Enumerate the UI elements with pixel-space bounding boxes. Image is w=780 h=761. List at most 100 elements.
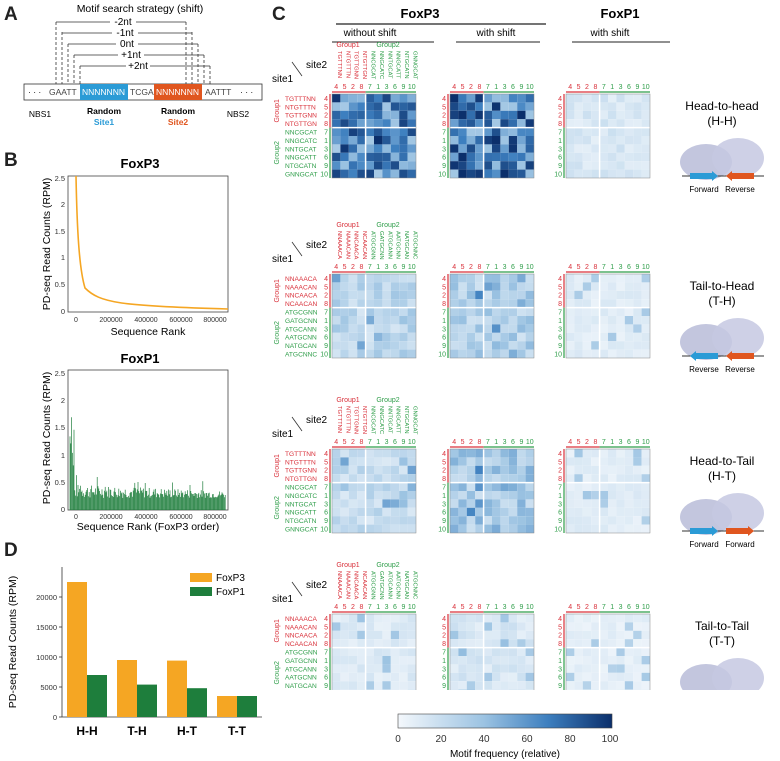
col-number: 1: [494, 439, 498, 446]
heatmap-cell: [407, 290, 416, 300]
heatmap-cell: [390, 465, 400, 475]
heatmap-frame: [449, 273, 535, 359]
col-seq-label: NAAACAN: [344, 231, 350, 259]
row-number: 3: [324, 666, 328, 673]
heatmap-cell: [357, 324, 366, 333]
heatmap-cell: [365, 491, 374, 500]
heatmap-cell: [365, 341, 374, 350]
heatmap-cell: [365, 516, 374, 525]
cb-tick-100: 100: [602, 734, 619, 745]
heatmap-cell: [574, 349, 583, 358]
heatmap-cell: [407, 656, 416, 665]
heatmap-cell: [566, 127, 575, 136]
col-number: 7: [602, 84, 606, 91]
col-seq-label: GNNGCAT: [411, 406, 417, 435]
foxp1-plot-area: [67, 369, 229, 511]
heatmap-frame: [331, 273, 417, 359]
heatmap-cell: [517, 449, 526, 458]
heatmap-cell: [582, 622, 592, 631]
heatmap-cell: [332, 290, 341, 300]
heatmap-cell: [483, 516, 492, 525]
shift-label-minus2: -2nt: [114, 17, 131, 28]
row-seq-label: NNGCATT: [285, 155, 316, 162]
row-seq-label: NAAACAN: [285, 284, 317, 291]
heatmap-cell: [500, 499, 509, 508]
heatmap-cell: [458, 507, 467, 517]
heatmap-cell: [332, 274, 341, 283]
heatmap-cell: [525, 630, 534, 640]
heatmap-cell: [348, 664, 358, 673]
heatmap-cell: [450, 341, 459, 350]
heatmap-cell: [450, 299, 459, 308]
heatmap-cell: [599, 324, 608, 333]
heatmap-cell: [357, 282, 366, 291]
heatmap-cell: [517, 127, 526, 136]
heatmap-cell: [633, 102, 642, 111]
heatmap-cell: [608, 341, 617, 350]
heatmap-cell: [407, 622, 416, 631]
heatmap-cell: [399, 299, 408, 308]
heatmap-cell: [500, 332, 509, 342]
heatmap-cell: [500, 282, 509, 291]
col-number: 6: [393, 604, 397, 611]
heatmap-cell: [483, 169, 492, 178]
heatmap-cell: [591, 622, 600, 631]
heatmap-cell: [407, 639, 416, 648]
heatmap-cell: [624, 491, 634, 500]
heatmap-cell: [475, 316, 484, 325]
heatmap-cell: [599, 491, 608, 500]
heatmap-cell: [390, 614, 400, 623]
heatmap-cell: [525, 457, 534, 466]
bar-foxp3-h-h: [67, 582, 87, 717]
heatmap-cell: [348, 681, 358, 690]
heatmap-cell: [332, 672, 341, 682]
panel-label-d: D: [4, 540, 18, 561]
heatmap-cell: [466, 524, 476, 533]
row-number: 7: [442, 650, 446, 657]
heatmap-cell: [466, 516, 476, 525]
heatmap-cell: [357, 449, 366, 458]
col-number: 7: [368, 604, 372, 611]
col-number: 9: [519, 604, 523, 611]
heatmap-cell: [483, 324, 492, 333]
heatmap-cell: [517, 491, 526, 500]
heatmap-cell: [500, 136, 509, 145]
col-group2-label: Group2: [376, 42, 399, 49]
seq-site1: NNNNNNN: [82, 87, 125, 97]
heatmap-cell: [382, 299, 391, 308]
col-seq-label: AATGCNN: [395, 231, 401, 259]
row-seq-label: NNGCATC: [285, 138, 317, 145]
heatmap-cell: [458, 136, 467, 145]
heatmap-cell: [365, 290, 374, 300]
heatmap-cell: [399, 516, 408, 525]
heatmap-cell: [374, 119, 383, 128]
heatmap-cell: [508, 491, 518, 500]
heatmap-cell: [582, 507, 592, 517]
heatmap-frame: [565, 93, 651, 179]
heatmap-cell: [407, 465, 416, 475]
heatmap-cell: [574, 307, 583, 316]
heatmap-cell: [633, 307, 642, 316]
col-seq-label: GATGCNN: [378, 571, 384, 600]
heatmap-cell: [566, 491, 575, 500]
heatmap-cell: [624, 672, 634, 682]
heatmap-cell: [450, 324, 459, 333]
heatmap-cell: [332, 664, 341, 673]
heatmap-cell: [641, 630, 650, 640]
heatmap-cell: [633, 457, 642, 466]
heatmap-cell: [624, 94, 634, 103]
heatmap-cell: [483, 449, 492, 458]
heatmap-cell: [382, 119, 391, 128]
heatmap-cell: [332, 324, 341, 333]
heatmap-cell: [574, 341, 583, 350]
heatmap-cell: [500, 491, 509, 500]
heatmap-cell: [382, 664, 391, 673]
heatmap-cell: [374, 332, 383, 342]
site2-axis-label: site2: [306, 240, 328, 251]
heatmap-cell: [517, 332, 526, 342]
heatmap-cell: [500, 290, 509, 300]
row-seq-label: NNCAACA: [285, 633, 318, 640]
heatmap-cell: [365, 499, 374, 508]
row-seq-label: ATGCANN: [285, 666, 317, 673]
bar-foxp3-t-t: [217, 696, 237, 717]
